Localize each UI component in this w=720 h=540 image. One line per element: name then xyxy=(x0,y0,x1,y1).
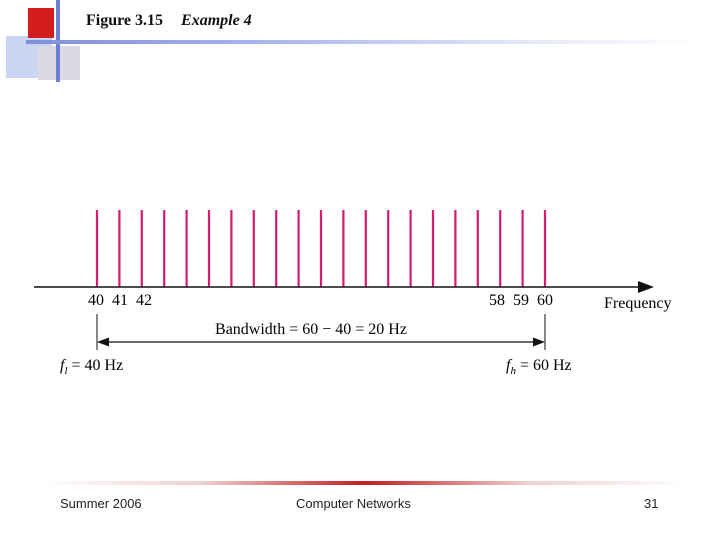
frequency-spikes xyxy=(95,210,547,287)
tick-label-42: 42 xyxy=(136,292,152,309)
bandwidth-arrowhead-left xyxy=(97,337,109,347)
example-label: Example 4 xyxy=(181,12,252,29)
tick-label-40: 40 xyxy=(88,292,104,309)
figure-label: Figure 3.15 xyxy=(86,12,164,29)
footer-course-term: Summer 2006 xyxy=(60,496,142,511)
f-high-label: fh = 60 Hz xyxy=(506,357,572,377)
f-high-value: = 60 Hz xyxy=(516,357,572,374)
bandwidth-label-bg xyxy=(194,318,428,338)
footer-course-title: Computer Networks xyxy=(296,496,411,511)
tick-label-58: 58 xyxy=(489,292,505,309)
footer-divider xyxy=(40,481,690,485)
f-high-symbol: f xyxy=(506,357,513,374)
axis-label: Frequency xyxy=(604,295,672,312)
f-low-subscript: l xyxy=(64,365,67,377)
page-number: 31 xyxy=(644,496,659,511)
axis-arrowhead xyxy=(638,281,654,293)
f-low-label: fl = 40 Hz xyxy=(60,357,123,377)
bandwidth-label: Bandwidth = 60 − 40 = 20 Hz xyxy=(215,321,407,338)
title-underline xyxy=(26,40,706,44)
f-high-subscript: h xyxy=(510,365,516,377)
slide-title: Figure 3.15 Example 4 xyxy=(86,12,252,30)
tick-label-59: 59 xyxy=(513,292,529,309)
decor-red-square xyxy=(28,8,54,38)
f-low-value: = 40 Hz xyxy=(68,357,124,374)
tick-label-41: 41 xyxy=(112,292,128,309)
f-low-symbol: f xyxy=(60,357,67,374)
tick-label-60: 60 xyxy=(537,292,553,309)
bandwidth-arrowhead-right xyxy=(533,337,545,347)
